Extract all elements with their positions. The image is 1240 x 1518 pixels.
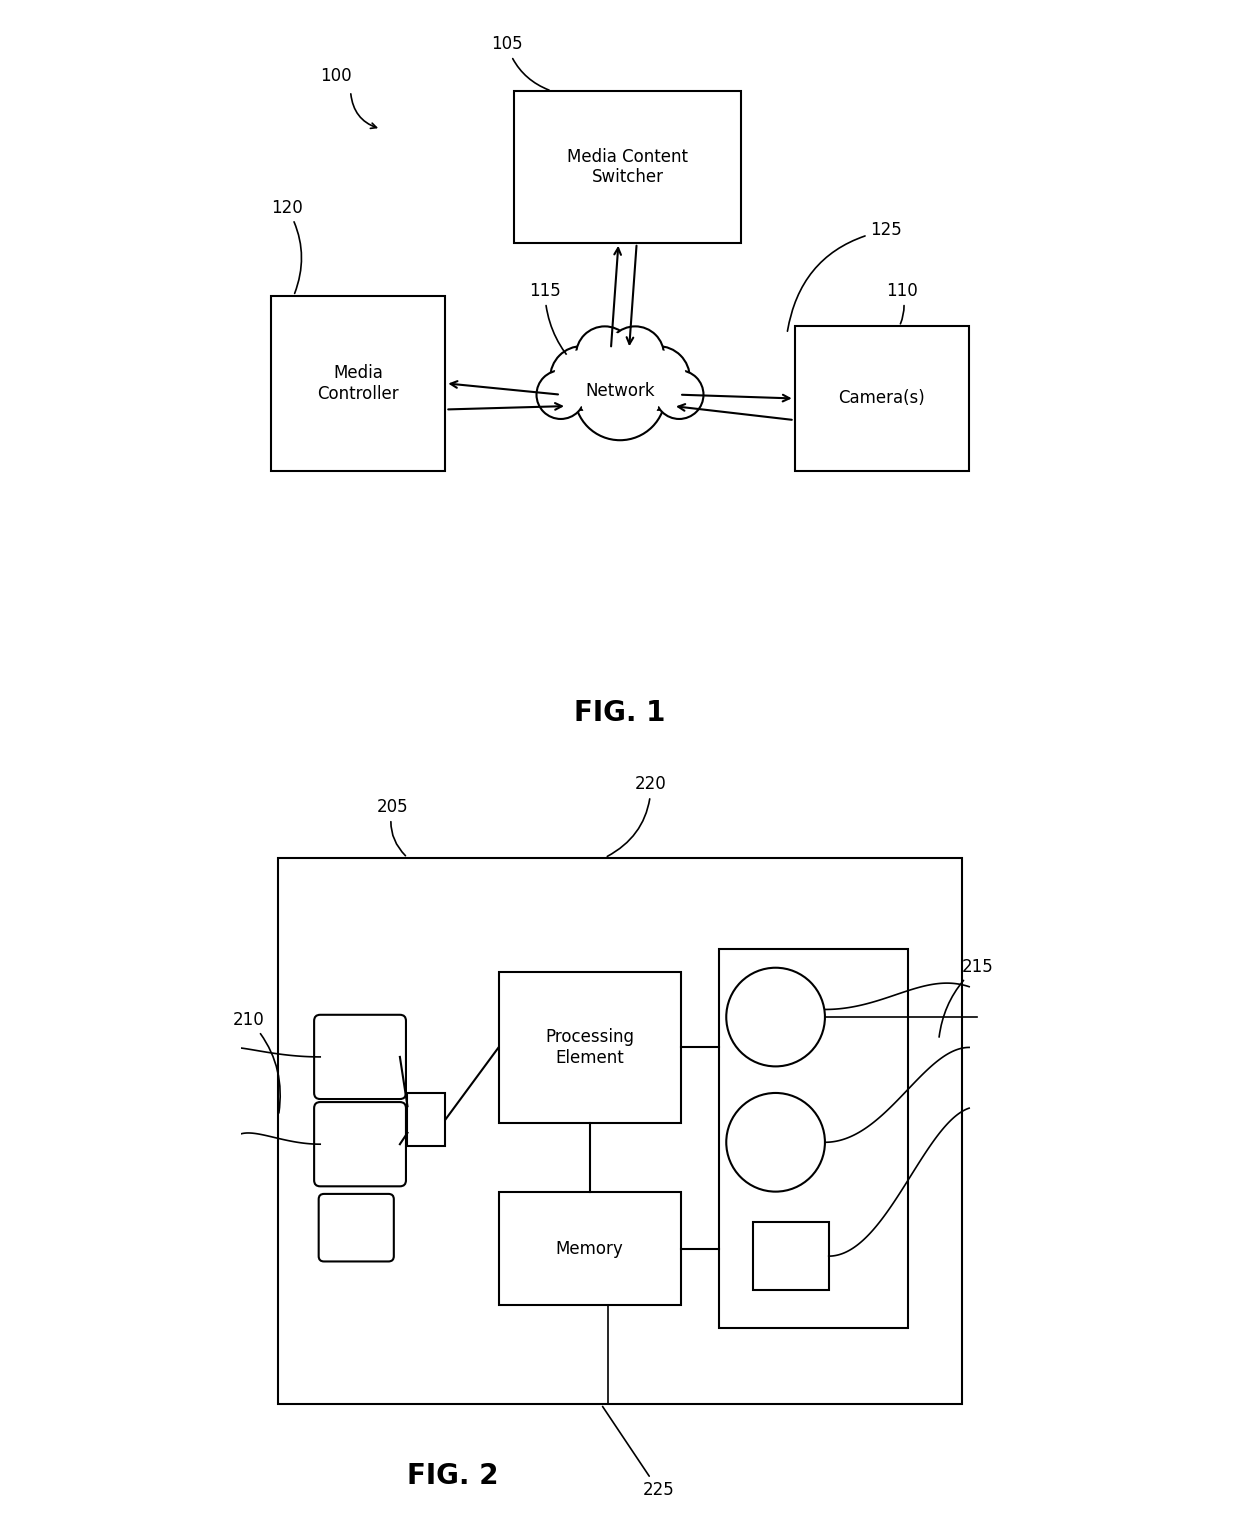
Text: Network: Network xyxy=(585,383,655,399)
FancyBboxPatch shape xyxy=(319,1193,394,1261)
Text: 225: 225 xyxy=(603,1407,675,1500)
FancyBboxPatch shape xyxy=(408,1093,445,1146)
Text: Memory: Memory xyxy=(556,1240,624,1257)
Text: 100: 100 xyxy=(320,67,352,85)
Circle shape xyxy=(539,373,582,416)
Circle shape xyxy=(655,370,703,419)
FancyBboxPatch shape xyxy=(498,1192,681,1305)
Circle shape xyxy=(551,346,614,410)
Text: Media Content
Switcher: Media Content Switcher xyxy=(567,147,688,187)
FancyBboxPatch shape xyxy=(314,1102,405,1187)
Text: Processing
Element: Processing Element xyxy=(546,1028,634,1067)
Circle shape xyxy=(626,346,689,410)
Text: 215: 215 xyxy=(939,958,993,1037)
Text: 115: 115 xyxy=(529,282,577,366)
FancyBboxPatch shape xyxy=(719,949,909,1328)
Circle shape xyxy=(554,351,610,405)
Text: 205: 205 xyxy=(377,798,409,856)
Circle shape xyxy=(574,349,666,440)
Circle shape xyxy=(606,326,665,384)
FancyBboxPatch shape xyxy=(498,972,681,1123)
Circle shape xyxy=(630,351,686,405)
Text: 210: 210 xyxy=(233,1011,280,1113)
FancyBboxPatch shape xyxy=(753,1222,828,1290)
Text: 125: 125 xyxy=(787,222,903,331)
Text: 105: 105 xyxy=(491,35,549,90)
Text: FIG. 2: FIG. 2 xyxy=(407,1462,498,1491)
Text: 120: 120 xyxy=(270,199,303,293)
Text: 110: 110 xyxy=(885,282,918,323)
FancyBboxPatch shape xyxy=(795,326,970,471)
FancyBboxPatch shape xyxy=(513,91,742,243)
Text: Camera(s): Camera(s) xyxy=(838,390,925,407)
Circle shape xyxy=(658,373,701,416)
Circle shape xyxy=(537,370,585,419)
Circle shape xyxy=(610,329,661,381)
Circle shape xyxy=(579,329,630,381)
FancyBboxPatch shape xyxy=(270,296,445,471)
Circle shape xyxy=(575,326,634,384)
FancyBboxPatch shape xyxy=(314,1014,405,1099)
Text: FIG. 1: FIG. 1 xyxy=(574,700,666,727)
FancyBboxPatch shape xyxy=(279,858,961,1404)
Text: Media
Controller: Media Controller xyxy=(317,364,399,402)
Circle shape xyxy=(727,1093,825,1192)
Circle shape xyxy=(580,355,660,434)
Text: 220: 220 xyxy=(608,776,667,856)
Circle shape xyxy=(727,968,825,1066)
